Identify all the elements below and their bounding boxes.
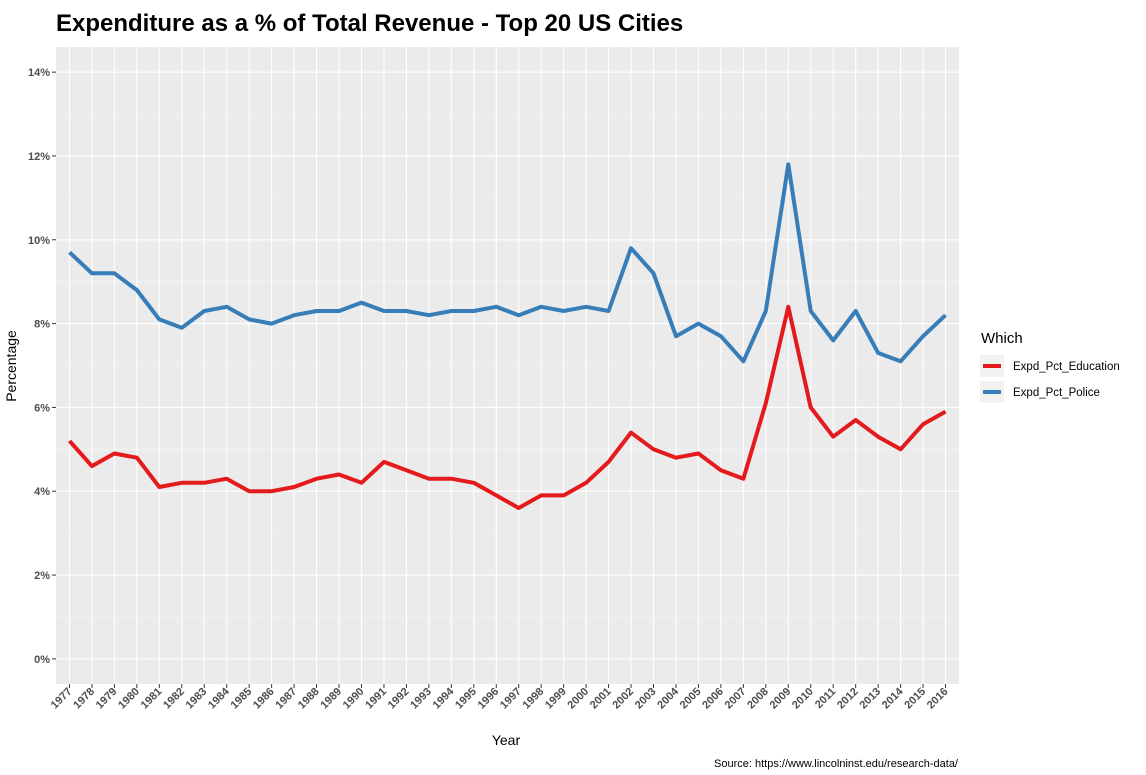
source-caption: Source: https://www.lincolninst.edu/rese…	[714, 758, 959, 770]
x-tick-label: 1993	[408, 686, 434, 712]
x-tick-label: 2012	[835, 686, 861, 712]
x-tick-label: 1990	[341, 686, 367, 712]
x-tick-label: 2003	[633, 686, 659, 712]
x-tick-label: 1980	[116, 686, 142, 712]
x-tick-label: 1983	[184, 686, 210, 712]
y-axis: 0% 2% 4% 6% 8% 10% 12% 14%	[28, 67, 56, 666]
x-tick-label: 1979	[94, 686, 120, 712]
y-tick-label: 14%	[28, 67, 50, 79]
x-tick-label: 1988	[296, 686, 322, 712]
x-tick-label: 1985	[229, 686, 255, 712]
y-tick-label: 0%	[34, 654, 50, 666]
x-tick-label: 1995	[453, 686, 479, 712]
x-tick-label: 2001	[588, 686, 614, 712]
x-axis: 1977197819791980198119821983198419851986…	[49, 684, 951, 711]
y-tick-label: 8%	[34, 319, 50, 331]
y-tick-label: 6%	[34, 402, 50, 414]
x-tick-label: 1982	[161, 686, 187, 712]
legend-label: Expd_Pct_Education	[1013, 361, 1120, 373]
x-tick-label: 1996	[476, 686, 502, 712]
legend-label: Expd_Pct_Police	[1013, 387, 1100, 399]
series-lines	[68, 162, 947, 510]
x-tick-label: 2006	[700, 686, 726, 712]
grid-minor	[56, 113, 959, 618]
x-tick-label: 2000	[565, 686, 591, 712]
legend-title: Which	[981, 330, 1023, 347]
x-tick-label: 2014	[880, 685, 906, 711]
x-tick-label: 2015	[902, 686, 928, 712]
series-line-expd-pct-education	[68, 304, 947, 510]
series-line-expd-pct-police	[68, 162, 947, 364]
x-axis-title: Year	[492, 732, 521, 748]
x-tick-label: 1999	[543, 686, 569, 712]
x-tick-label: 2013	[857, 686, 883, 712]
x-tick-label: 2002	[610, 686, 636, 712]
y-tick-label: 4%	[34, 486, 50, 498]
y-axis-title: Percentage	[3, 330, 19, 402]
x-tick-label: 1984	[206, 685, 232, 711]
x-tick-label: 2016	[925, 686, 951, 712]
x-tick-label: 2011	[813, 686, 838, 711]
x-tick-label: 1986	[251, 686, 277, 712]
x-tick-label: 2008	[745, 686, 771, 712]
x-tick-label: 1987	[273, 686, 299, 712]
x-tick-label: 1997	[498, 686, 524, 712]
chart-title: Expenditure as a % of Total Revenue - To…	[56, 10, 683, 37]
x-tick-label: 1989	[318, 686, 344, 712]
x-tick-label: 1998	[521, 686, 547, 712]
x-tick-label: 2009	[768, 686, 794, 712]
x-tick-label: 2005	[678, 686, 704, 712]
y-tick-label: 12%	[28, 151, 50, 163]
x-tick-label: 2007	[723, 686, 749, 712]
x-tick-label: 2004	[655, 685, 681, 711]
x-tick-label: 1994	[431, 685, 457, 711]
x-tick-label: 1992	[386, 686, 412, 712]
y-tick-label: 2%	[34, 570, 50, 582]
legend: Which Expd_Pct_Education Expd_Pct_Police	[980, 330, 1120, 403]
grid-major	[56, 47, 959, 684]
x-tick-label: 1978	[71, 686, 97, 712]
x-tick-label: 1981	[139, 686, 165, 712]
x-tick-label: 1977	[49, 686, 75, 712]
x-tick-label: 1991	[363, 686, 389, 712]
x-tick-label: 2010	[790, 686, 816, 712]
y-tick-label: 10%	[28, 235, 50, 247]
